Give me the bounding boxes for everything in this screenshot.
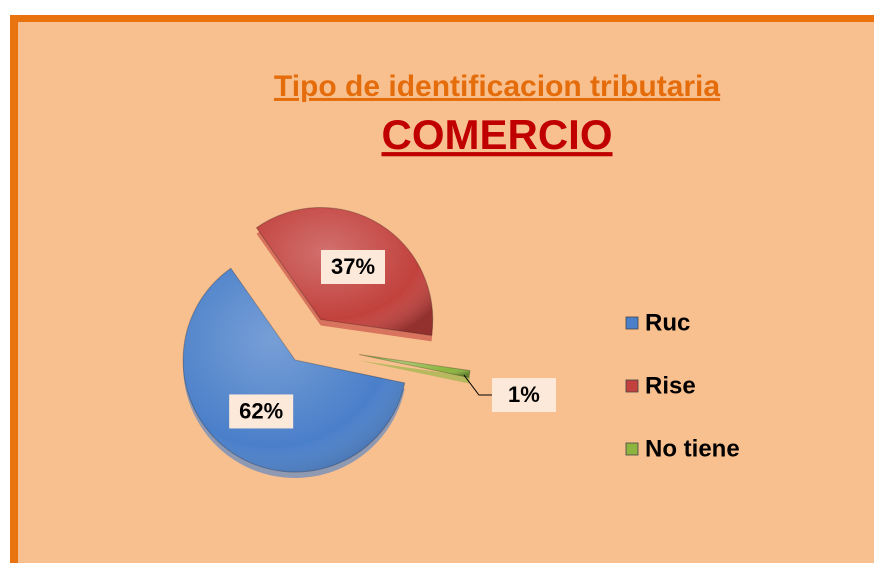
legend-swatch [625, 316, 639, 330]
legend-swatch [625, 442, 639, 456]
value-label: 1% [508, 382, 540, 407]
chart-subtitle: COMERCIO [382, 111, 613, 158]
value-label: 37% [331, 254, 375, 279]
value-label: 62% [239, 398, 283, 423]
chart-title: Tipo de identificacion tributaria [274, 70, 720, 103]
slice-shade [359, 354, 471, 378]
plot-background [18, 22, 874, 563]
legend-label: Ruc [645, 309, 690, 336]
legend-swatch [625, 379, 639, 393]
legend-label: No tiene [645, 435, 740, 462]
label-box [229, 394, 294, 429]
label-box [320, 249, 385, 284]
legend-label: Rise [645, 372, 696, 399]
label-box [491, 378, 556, 413]
slice-depth [359, 360, 471, 384]
legend: Ruc Rise No tiene [625, 309, 740, 462]
pie: 37% 1% 62% [182, 206, 556, 479]
